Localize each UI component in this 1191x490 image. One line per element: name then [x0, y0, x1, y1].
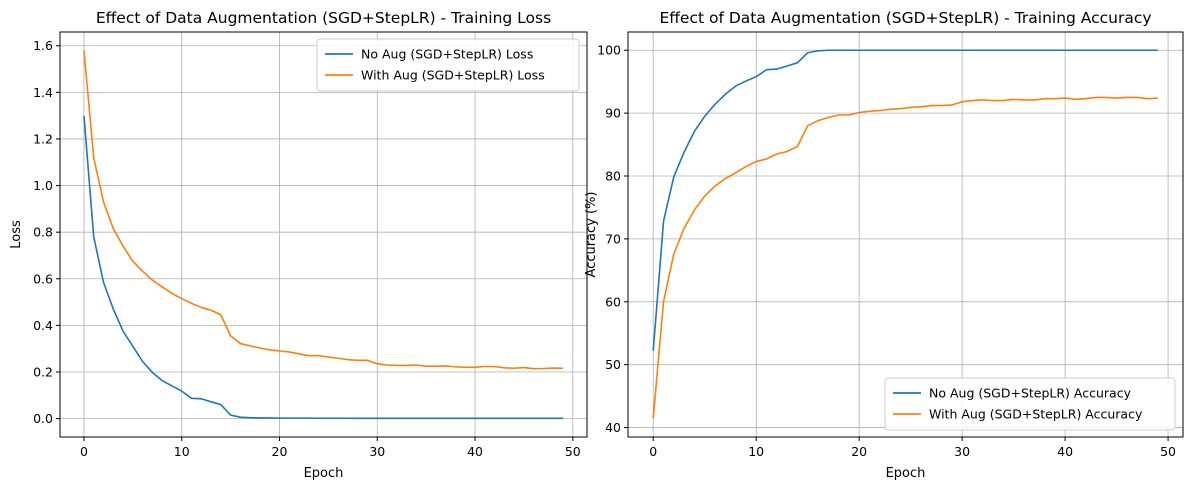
loss-y-tick-label: 0.0 — [33, 411, 53, 426]
acc-legend-entry: No Aug (SGD+StepLR) Accuracy — [929, 386, 1132, 401]
loss-chart-title: Effect of Data Augmentation (SGD+StepLR)… — [96, 9, 551, 27]
acc-axes-frame — [627, 31, 1184, 438]
acc-y-tick-label: 60 — [605, 294, 621, 309]
loss-y-tick-label: 0.8 — [33, 225, 53, 240]
acc-y-axis-label: Accuracy (%) — [584, 192, 599, 278]
acc-y-tick-label: 50 — [605, 357, 621, 372]
loss-x-tick-label: 40 — [467, 444, 483, 459]
acc-y-tick-label: 100 — [597, 43, 621, 58]
acc-legend: No Aug (SGD+StepLR) Accuracy With Aug (SG… — [884, 377, 1176, 431]
loss-y-tick-label: 0.6 — [33, 271, 53, 286]
loss-legend-entry: With Aug (SGD+StepLR) Loss — [361, 68, 545, 83]
loss-y-tick-label: 0.4 — [33, 318, 53, 333]
loss-legend: No Aug (SGD+StepLR) Loss With Aug (SGD+St… — [316, 38, 580, 92]
acc-x-tick-label: 30 — [954, 444, 970, 459]
acc-y-tick-label: 80 — [605, 169, 621, 184]
loss-x-tick-label: 50 — [565, 444, 581, 459]
acc-x-tick-label: 0 — [649, 444, 657, 459]
loss-x-axis-label: Epoch — [304, 466, 344, 481]
loss-chart: 0 10 20 30 40 50 0.0 0.2 0.4 0.6 0.8 1.0 1.2 1.4 1.6 Ef… — [9, 9, 588, 481]
loss-y-axis-label: Loss — [9, 220, 24, 249]
loss-x-tick-label: 20 — [272, 444, 288, 459]
acc-y-tick-label: 40 — [605, 420, 621, 435]
acc-chart-title: Effect of Data Augmentation (SGD+StepLR)… — [659, 9, 1151, 27]
acc-legend-box — [884, 377, 1176, 431]
loss-x-tick-label: 30 — [369, 444, 385, 459]
loss-series-line-no-aug — [83, 115, 564, 420]
acc-chart: 0 10 20 30 40 50 40 50 60 70 80 90 100 Effect of Data… — [584, 9, 1184, 481]
loss-legend-box — [316, 38, 580, 92]
acc-y-tick-label: 70 — [605, 231, 621, 246]
loss-axes-frame — [59, 31, 588, 438]
loss-y-tick-label: 1.0 — [33, 178, 53, 193]
loss-y-tick-label: 1.2 — [33, 131, 53, 146]
acc-x-tick-label: 20 — [851, 444, 867, 459]
loss-y-tick-label: 1.4 — [33, 85, 53, 100]
loss-x-tick-label: 10 — [174, 444, 190, 459]
acc-x-tick-label: 40 — [1057, 444, 1073, 459]
acc-x-tick-label: 50 — [1160, 444, 1176, 459]
acc-y-tick-label: 90 — [605, 106, 621, 121]
loss-y-tick-label: 1.6 — [33, 38, 53, 53]
acc-series-line-no-aug — [652, 49, 1158, 351]
acc-x-tick-label: 10 — [748, 444, 764, 459]
acc-series-line-with-aug — [652, 96, 1158, 419]
acc-x-axis-label: Epoch — [886, 466, 926, 481]
loss-x-tick-label: 0 — [80, 444, 88, 459]
acc-legend-entry: With Aug (SGD+StepLR) Accuracy — [929, 407, 1143, 422]
loss-series-line-with-aug — [83, 50, 564, 370]
loss-legend-entry: No Aug (SGD+StepLR) Loss — [361, 47, 533, 62]
loss-y-tick-label: 0.2 — [33, 364, 53, 379]
